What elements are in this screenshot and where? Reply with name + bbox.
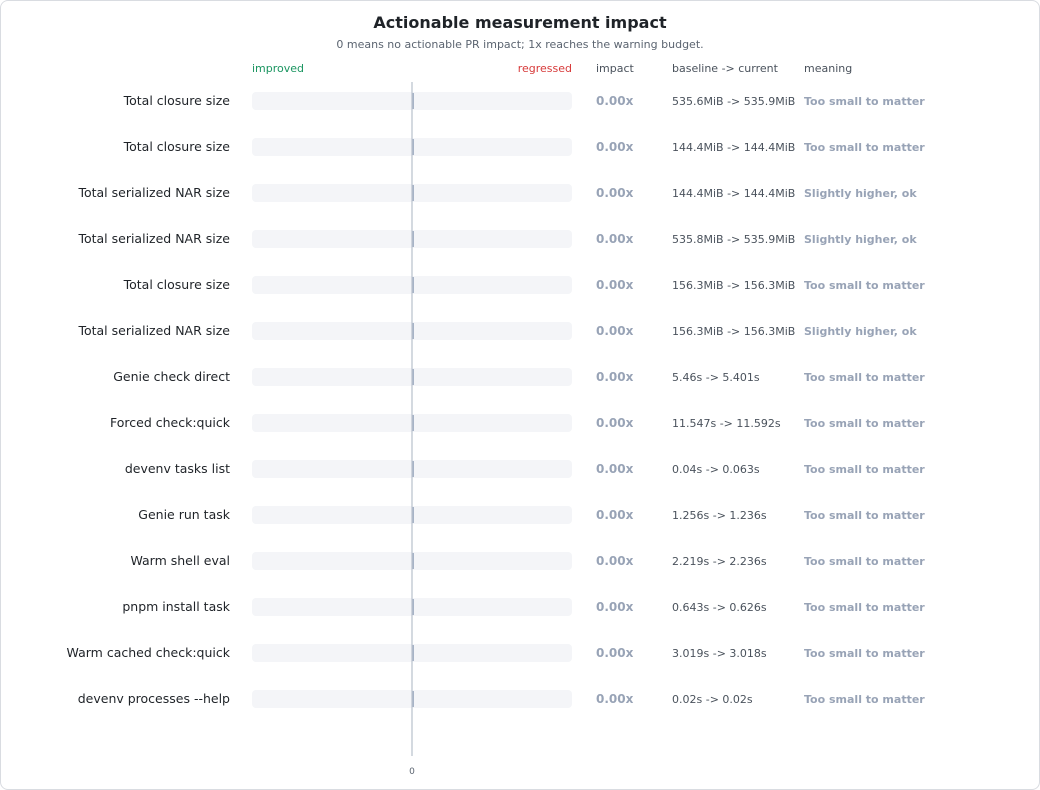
row-label: Genie run task: [138, 507, 230, 522]
meaning-label: Slightly higher, ok: [804, 233, 917, 246]
row-label: pnpm install task: [122, 599, 230, 614]
row-label: Warm cached check:quick: [67, 645, 231, 660]
meaning-label: Slightly higher, ok: [804, 325, 917, 338]
impact-value: 0.00x: [596, 278, 634, 292]
row-label: Total closure size: [123, 277, 231, 292]
impact-value: 0.00x: [596, 232, 634, 246]
impact-bar: [412, 461, 414, 477]
row-label: Total serialized NAR size: [77, 185, 230, 200]
meaning-label: Too small to matter: [804, 279, 925, 292]
meaning-label: Too small to matter: [804, 417, 925, 430]
impact-value: 0.00x: [596, 508, 634, 522]
impact-bar: [412, 139, 414, 155]
impact-bar: [412, 277, 414, 293]
baseline-current-value: 144.4MiB -> 144.4MiB: [672, 187, 795, 200]
header-impact: impact: [596, 62, 635, 75]
meaning-label: Too small to matter: [804, 141, 925, 154]
impact-bar: [412, 599, 414, 615]
baseline-current-value: 156.3MiB -> 156.3MiB: [672, 325, 795, 338]
baseline-current-value: 3.019s -> 3.018s: [672, 647, 767, 660]
impact-value: 0.00x: [596, 646, 634, 660]
meaning-label: Too small to matter: [804, 371, 925, 384]
impact-bar: [412, 369, 414, 385]
row-label: Forced check:quick: [110, 415, 231, 430]
impact-bar: [412, 691, 414, 707]
baseline-current-value: 0.02s -> 0.02s: [672, 693, 753, 706]
impact-value: 0.00x: [596, 370, 634, 384]
row-label: Total closure size: [123, 93, 231, 108]
impact-bar: [412, 645, 414, 661]
meaning-label: Too small to matter: [804, 463, 925, 476]
impact-value: 0.00x: [596, 462, 634, 476]
header-baseline-current: baseline -> current: [672, 62, 779, 75]
row-label: devenv tasks list: [125, 461, 230, 476]
impact-value: 0.00x: [596, 416, 634, 430]
row-label: Total serialized NAR size: [77, 323, 230, 338]
impact-value: 0.00x: [596, 600, 634, 614]
meaning-label: Too small to matter: [804, 555, 925, 568]
impact-value: 0.00x: [596, 692, 634, 706]
meaning-label: Too small to matter: [804, 509, 925, 522]
baseline-current-value: 1.256s -> 1.236s: [672, 509, 767, 522]
impact-value: 0.00x: [596, 94, 634, 108]
baseline-current-value: 535.6MiB -> 535.9MiB: [672, 95, 795, 108]
baseline-current-value: 5.46s -> 5.401s: [672, 371, 760, 384]
meaning-label: Too small to matter: [804, 647, 925, 660]
baseline-current-value: 144.4MiB -> 144.4MiB: [672, 141, 795, 154]
chart-subtitle: 0 means no actionable PR impact; 1x reac…: [336, 38, 703, 51]
impact-value: 0.00x: [596, 186, 634, 200]
header-regressed: regressed: [518, 62, 572, 75]
impact-bar: [412, 323, 414, 339]
meaning-label: Too small to matter: [804, 95, 925, 108]
impact-bar: [412, 231, 414, 247]
meaning-label: Too small to matter: [804, 693, 925, 706]
meaning-label: Slightly higher, ok: [804, 187, 917, 200]
impact-bar: [412, 553, 414, 569]
baseline-current-value: 2.219s -> 2.236s: [672, 555, 767, 568]
x-tick-label-zero: 0: [409, 767, 415, 777]
row-label: devenv processes --help: [78, 691, 230, 706]
impact-bar: [412, 185, 414, 201]
impact-value: 0.00x: [596, 554, 634, 568]
baseline-current-value: 535.8MiB -> 535.9MiB: [672, 233, 795, 246]
impact-bar: [412, 507, 414, 523]
impact-value: 0.00x: [596, 324, 634, 338]
impact-bar: [412, 415, 414, 431]
baseline-current-value: 0.643s -> 0.626s: [672, 601, 767, 614]
baseline-current-value: 156.3MiB -> 156.3MiB: [672, 279, 795, 292]
row-label: Genie check direct: [113, 369, 230, 384]
impact-value: 0.00x: [596, 140, 634, 154]
baseline-current-value: 11.547s -> 11.592s: [672, 417, 781, 430]
header-improved: improved: [252, 62, 304, 75]
chart-rows: Total closure size 0.00x 535.6MiB -> 535.9…: [67, 92, 925, 708]
impact-bar: [412, 93, 414, 109]
chart-title: Actionable measurement impact: [373, 13, 667, 32]
row-label: Total serialized NAR size: [77, 231, 230, 246]
meaning-label: Too small to matter: [804, 601, 925, 614]
row-label: Warm shell eval: [130, 553, 230, 568]
row-label: Total closure size: [123, 139, 231, 154]
header-meaning: meaning: [804, 62, 852, 75]
baseline-current-value: 0.04s -> 0.063s: [672, 463, 760, 476]
